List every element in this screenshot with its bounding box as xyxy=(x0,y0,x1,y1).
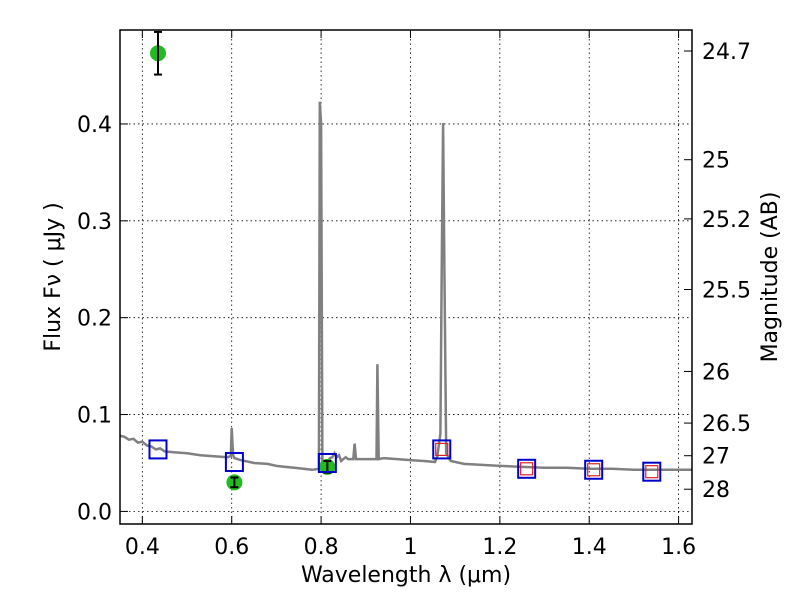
model-flux-square xyxy=(584,459,604,480)
model-flux-square xyxy=(517,458,537,479)
y-axis-label: Flux Fν ( μJy ) xyxy=(41,202,66,351)
model-flux-square-inner xyxy=(520,462,534,476)
y-tick-label: 0.2 xyxy=(77,307,112,332)
x-tick-label: 1 xyxy=(403,535,417,560)
model-flux-square xyxy=(224,452,244,473)
model-flux-square-inner xyxy=(435,442,449,457)
model-flux-square-inner xyxy=(645,465,659,479)
x-tick-label: 1.4 xyxy=(572,535,607,560)
right-tick-label: 26.5 xyxy=(702,412,751,437)
model-flux-square xyxy=(317,452,337,473)
y-tick-label: 0.1 xyxy=(77,404,112,429)
plot-frame xyxy=(119,29,693,525)
x-tick-label: 0.6 xyxy=(214,535,249,560)
plot-area xyxy=(120,30,692,491)
axis-ticks xyxy=(120,30,692,524)
right-tick-label: 25.2 xyxy=(702,208,751,233)
x-tick-label: 1.6 xyxy=(661,535,696,560)
photometry-markers xyxy=(148,30,662,491)
y-tick-label: 0.4 xyxy=(77,113,112,138)
x-tick-label: 1.2 xyxy=(482,535,517,560)
right-tick-label: 28 xyxy=(702,478,730,503)
right-tick-label: 24.7 xyxy=(702,40,751,65)
y-tick-label: 0.0 xyxy=(77,500,112,525)
x-axis-label: Wavelength λ (μm) xyxy=(301,563,511,588)
model-flux-square xyxy=(432,439,452,460)
right-tick-label: 25 xyxy=(702,149,730,174)
right-tick-label: 27 xyxy=(702,445,730,470)
x-tick-label: 0.4 xyxy=(125,535,160,560)
axis-tick-labels: 0.4 0.6 0.8 1 1.2 1.4 1.6 0.0 0.1 0.2 0.3 0.4 24.7 25… xyxy=(77,40,751,560)
model-spectrum-line xyxy=(120,101,692,472)
right-tick-label: 26 xyxy=(702,360,730,385)
model-flux-square xyxy=(148,439,168,460)
right-axis-label: Magnitude (AB) xyxy=(758,192,783,363)
right-tick-label: 25.5 xyxy=(702,278,751,303)
model-flux-square xyxy=(642,461,662,482)
model-flux-square-inner xyxy=(587,463,601,477)
y-tick-label: 0.3 xyxy=(77,210,112,235)
x-tick-label: 0.8 xyxy=(304,535,339,560)
